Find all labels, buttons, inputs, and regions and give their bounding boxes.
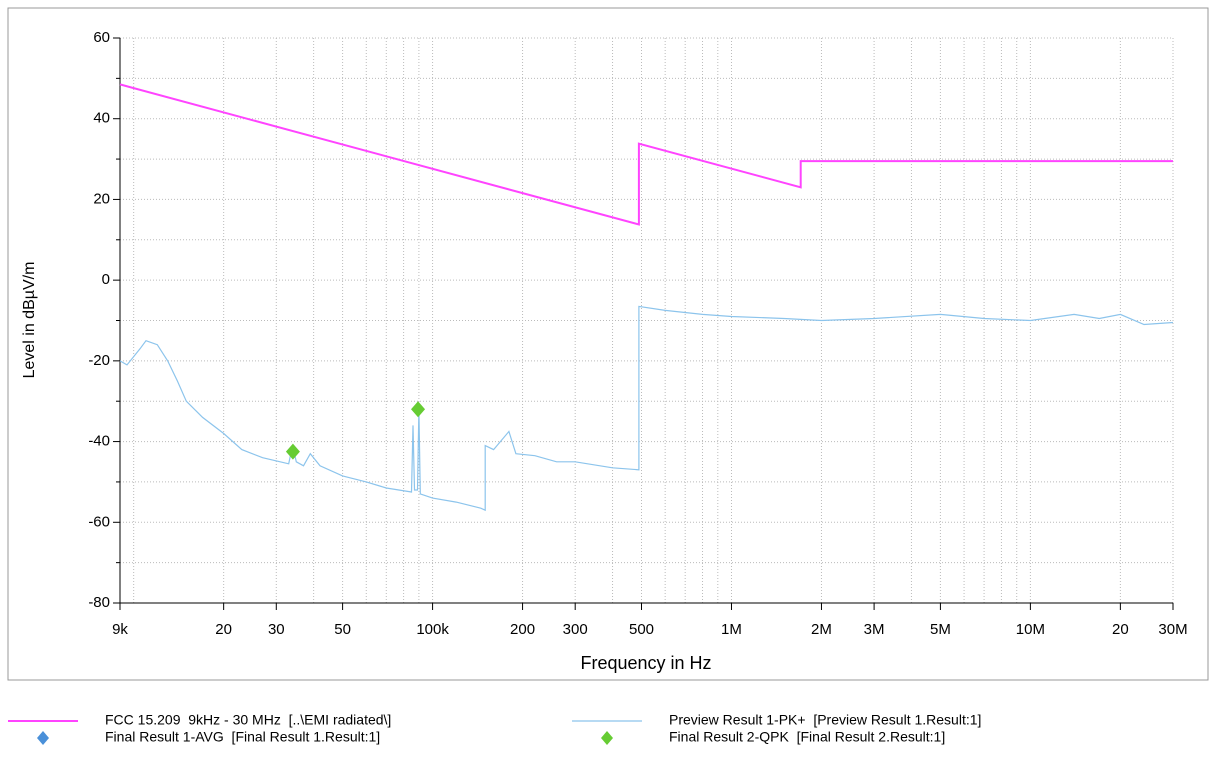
- x-tick-label: 20: [215, 621, 232, 638]
- series-line: [119, 83, 1173, 226]
- x-axis-label: Frequency in Hz: [580, 653, 711, 673]
- y-axis-label: Level in dBµV/m: [21, 262, 38, 379]
- y-tick-label: 40: [93, 110, 110, 127]
- legend-label: Final Result 1-AVG [Final Result 1.Resul…: [105, 729, 380, 745]
- y-tick-label: 60: [93, 29, 110, 46]
- legend-label: FCC 15.209 9kHz - 30 MHz [..\EMI radiate…: [105, 712, 391, 728]
- x-tick-label: 1M: [721, 621, 742, 638]
- x-tick-label: 3M: [864, 621, 885, 638]
- series-line: [119, 305, 1174, 512]
- x-tick-label: 500: [629, 621, 654, 638]
- x-tick-label: 9k: [112, 621, 128, 638]
- legend-label: Preview Result 1-PK+ [Preview Result 1.R…: [669, 712, 981, 728]
- data-point: [285, 443, 300, 460]
- x-tick-label: 5M: [930, 621, 951, 638]
- x-tick-label: 100k: [416, 621, 449, 638]
- y-tick-label: -80: [88, 594, 110, 611]
- y-tick-label: -60: [88, 513, 110, 530]
- y-tick-label: -20: [88, 352, 110, 369]
- x-tick-label: 2M: [811, 621, 832, 638]
- x-tick-label: 10M: [1016, 621, 1045, 638]
- y-tick-label: 0: [102, 271, 110, 288]
- legend-label: Final Result 2-QPK [Final Result 2.Resul…: [669, 729, 945, 745]
- x-tick-label: 30M: [1158, 621, 1187, 638]
- legend-swatch: [37, 731, 49, 745]
- y-tick-label: -40: [88, 433, 110, 450]
- legend-swatch: [601, 731, 613, 745]
- x-tick-label: 300: [563, 621, 588, 638]
- x-tick-label: 200: [510, 621, 535, 638]
- x-tick-label: 20: [1112, 621, 1129, 638]
- x-tick-label: 30: [268, 621, 285, 638]
- x-tick-label: 50: [334, 621, 351, 638]
- data-point: [411, 401, 426, 418]
- y-tick-label: 20: [93, 190, 110, 207]
- chart-frame: [7, 7, 1209, 681]
